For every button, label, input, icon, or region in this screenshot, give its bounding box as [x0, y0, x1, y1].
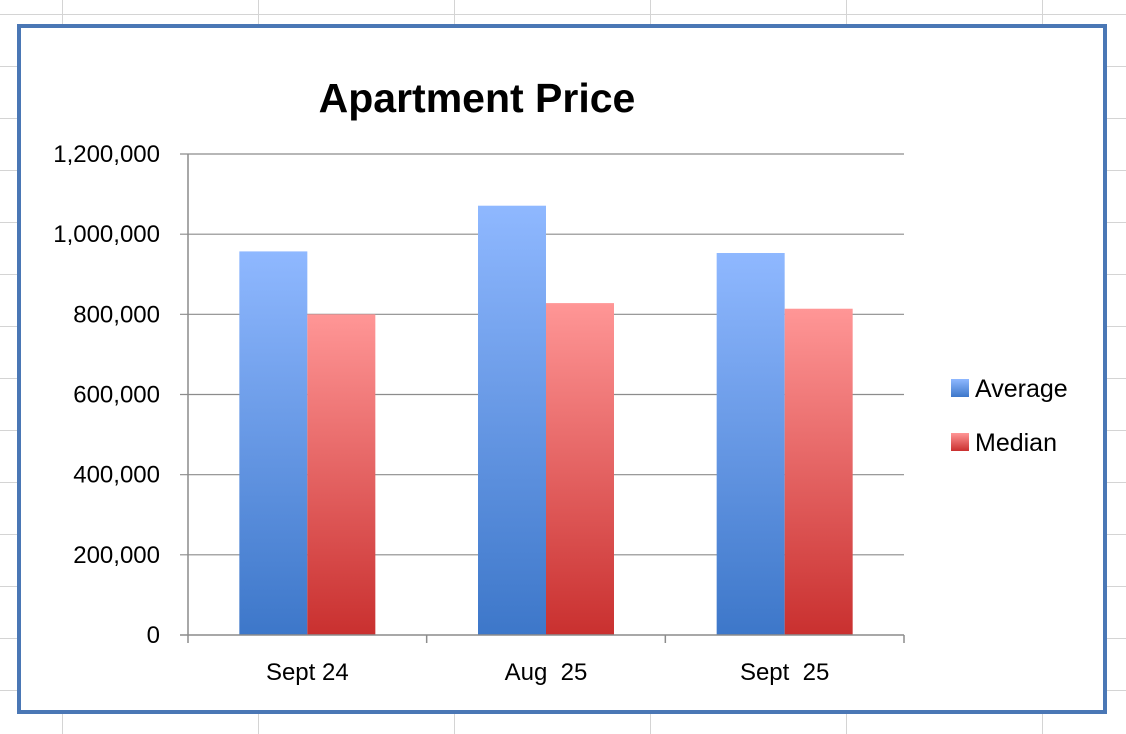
- bar-chart: Apartment Price 0 200,000 400,000 600,000 80…: [53, 75, 1068, 686]
- y-tick-label: 0: [147, 622, 160, 649]
- legend-label-average: Average: [975, 375, 1068, 403]
- bars: [239, 205, 853, 635]
- bar-average-0: [239, 251, 308, 635]
- legend-label-median: Median: [975, 429, 1057, 457]
- y-tick-label: 200,000: [73, 542, 160, 569]
- bar-median-2: [784, 308, 853, 635]
- legend-swatch-average: [951, 379, 969, 397]
- y-tick-label: 400,000: [73, 462, 160, 489]
- y-tick-label: 600,000: [73, 382, 160, 409]
- bar-median-0: [307, 314, 376, 635]
- x-axis-labels: Sept 24 Aug 25 Sept 25: [266, 659, 829, 686]
- bar-average-2: [716, 253, 785, 635]
- x-tick-label: Sept 24: [266, 659, 349, 686]
- x-tick-label: Aug 25: [505, 659, 588, 686]
- legend-swatch-median: [951, 433, 969, 451]
- bar-median-1: [546, 303, 614, 635]
- chart-title: Apartment Price: [319, 75, 636, 121]
- legend: Average Median: [951, 375, 1068, 457]
- y-tick-label: 800,000: [73, 301, 160, 328]
- chart-frame: Apartment Price 0 200,000 400,000 600,000 80…: [17, 24, 1107, 714]
- bar-average-1: [478, 205, 546, 635]
- y-tick-label: 1,200,000: [53, 141, 160, 168]
- x-tick-label: Sept 25: [740, 659, 829, 686]
- y-axis-ticks: 0 200,000 400,000 600,000 800,000 1,000,000 1,…: [53, 141, 160, 649]
- x-axis: [180, 154, 905, 643]
- y-tick-label: 1,000,000: [53, 221, 160, 248]
